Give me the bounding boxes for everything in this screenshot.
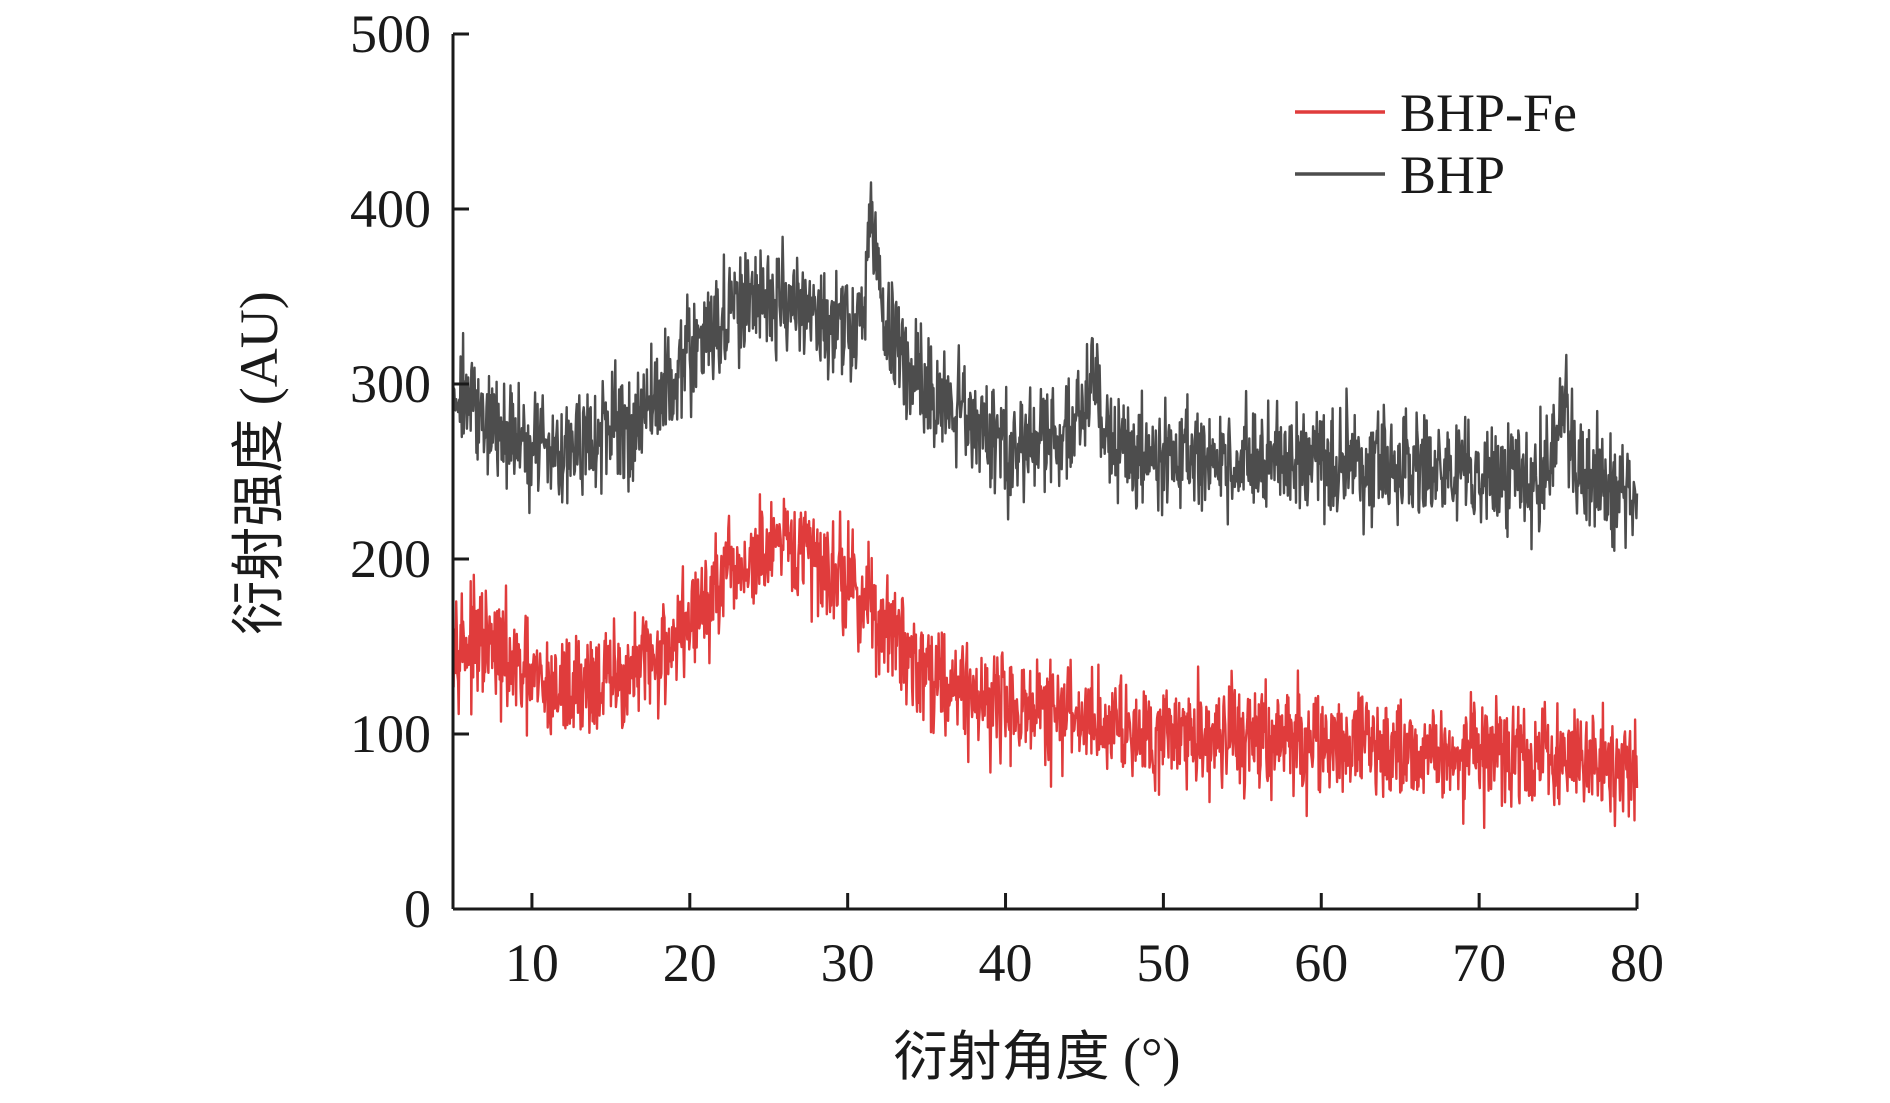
axes-layer: 0 100 200 300 400 500 10 20 30 40 50 60 70 80 (350, 4, 1664, 993)
y-tick-label: 100 (350, 704, 431, 764)
y-tick-label: 400 (350, 179, 431, 239)
y-tick-label: 500 (350, 4, 431, 64)
series-line-bhp-fe (451, 493, 1639, 830)
legend-label: BHP (1400, 145, 1505, 205)
legend-label: BHP-Fe (1400, 83, 1577, 143)
x-axis-title: 衍射角度 (°) (893, 1027, 1180, 1087)
x-tick-label: 50 (1136, 933, 1190, 993)
x-tick-label: 20 (663, 933, 717, 993)
x-tick-label: 60 (1294, 933, 1348, 993)
y-tick-label: 300 (350, 354, 431, 414)
series-layer (451, 181, 1639, 830)
x-tick-label: 40 (979, 933, 1033, 993)
x-tick-label: 70 (1452, 933, 1506, 993)
x-tick-label: 30 (821, 933, 875, 993)
y-tick-label: 0 (404, 879, 431, 939)
x-tick-label: 10 (505, 933, 559, 993)
y-tick-label: 200 (350, 529, 431, 589)
y-axis-title: 衍射强度 (AU) (229, 291, 289, 634)
series-line-bhp (451, 181, 1639, 552)
x-tick-label: 80 (1610, 933, 1664, 993)
